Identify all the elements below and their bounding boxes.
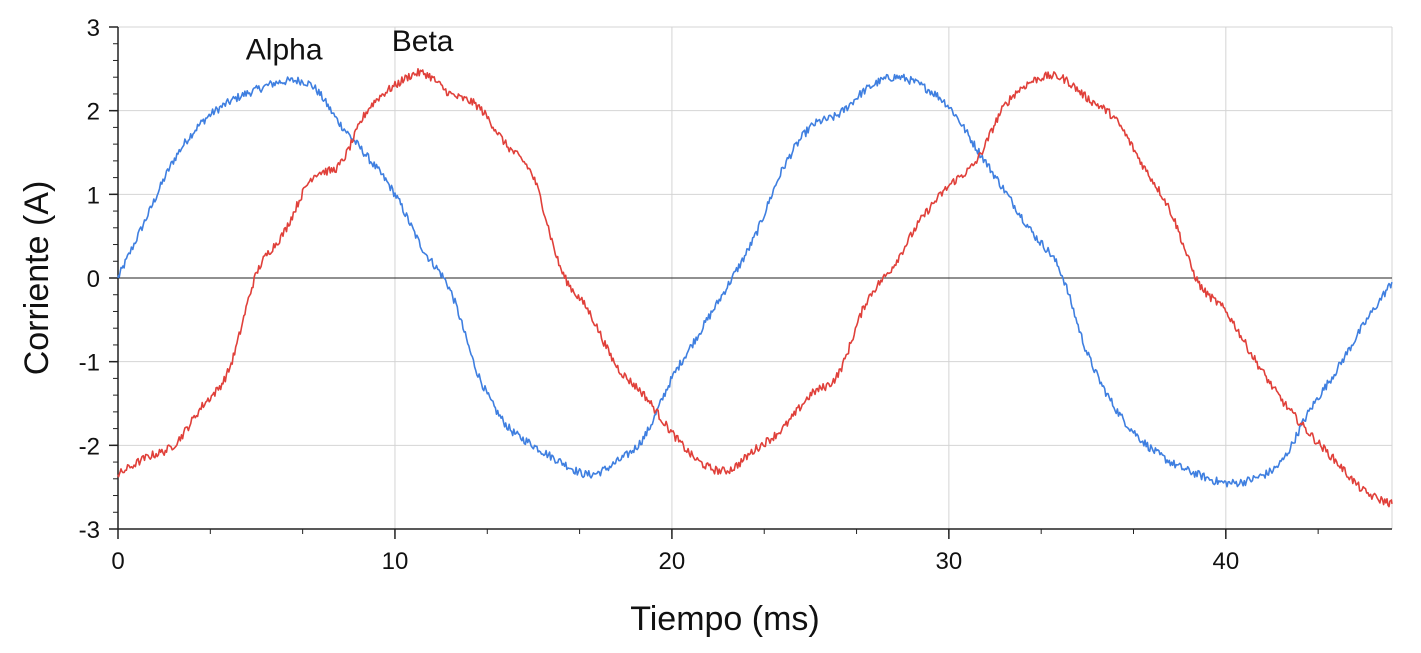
y-tick-label-3: 0 [87, 266, 100, 293]
x-tick-label-3: 30 [936, 548, 963, 575]
series-label-beta: Beta [392, 25, 454, 58]
x-tick-label-1: 10 [382, 548, 409, 575]
x-tick-label-4: 40 [1212, 548, 1239, 575]
x-axis-title: Tiempo (ms) [630, 600, 820, 638]
tick-labels: 0 10 20 30 40 -3 -2 -1 0 1 2 3 [79, 15, 1240, 575]
y-tick-label-1: -2 [79, 433, 100, 460]
y-tick-label-5: 2 [87, 99, 100, 126]
series-label-alpha: Alpha [246, 33, 323, 66]
y-tick-label-6: 3 [87, 15, 100, 42]
y-tick-label-0: -3 [79, 517, 100, 544]
series-line-alpha [117, 73, 1393, 488]
series-line-beta [117, 68, 1393, 508]
axes [109, 26, 1392, 539]
y-tick-label-2: -1 [79, 350, 100, 377]
x-tick-label-0: 0 [111, 548, 124, 575]
y-axis-title: Corriente (A) [18, 181, 56, 376]
x-tick-label-2: 20 [659, 548, 686, 575]
series-lines [117, 68, 1393, 508]
y-tick-label-4: 1 [87, 182, 100, 209]
series-labels: Alpha Beta [246, 25, 454, 66]
grid [118, 26, 1393, 529]
